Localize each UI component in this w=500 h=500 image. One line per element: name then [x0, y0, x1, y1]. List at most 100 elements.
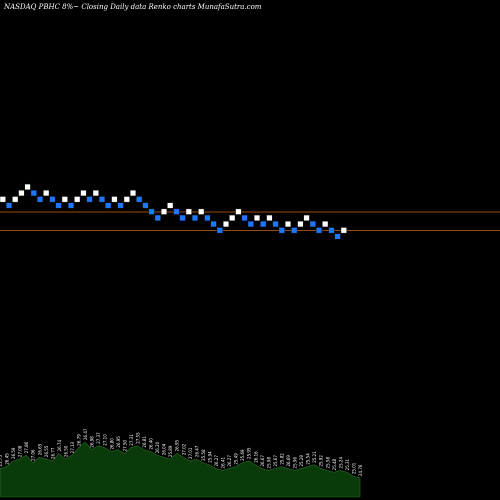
up-brick	[185, 208, 192, 215]
down-brick	[210, 221, 217, 228]
up-brick	[92, 190, 99, 197]
volume-label: 25.48	[332, 458, 337, 470]
volume-label: 27.37	[96, 432, 101, 444]
chart-title: NASDAQ PBHC 8%~ Closing Daily data Renko…	[3, 3, 262, 11]
down-brick	[5, 202, 12, 209]
up-brick	[160, 208, 167, 215]
volume-label: 26.69	[286, 455, 291, 467]
up-brick	[24, 183, 31, 190]
volume-label: 27.01	[188, 447, 193, 459]
volume-label: 25.01	[351, 462, 356, 474]
up-brick	[303, 214, 310, 221]
down-brick	[148, 208, 155, 215]
down-brick	[55, 202, 62, 209]
up-brick	[129, 190, 136, 197]
up-brick	[229, 214, 236, 221]
up-brick	[167, 202, 174, 209]
volume-area-path	[0, 441, 361, 498]
up-brick	[0, 196, 6, 203]
volume-label: 26.04	[162, 443, 167, 455]
volume-label: 25.28	[299, 455, 304, 467]
down-brick	[86, 196, 93, 203]
up-brick	[222, 221, 229, 228]
up-brick	[235, 208, 242, 215]
up-brick	[266, 214, 273, 221]
volume-label: 26.55	[44, 445, 49, 457]
down-brick	[309, 221, 316, 228]
down-brick	[291, 227, 298, 234]
volume-label: 27.13	[70, 441, 75, 453]
up-brick	[80, 190, 87, 197]
up-brick	[111, 196, 118, 203]
volume-label: 25.54	[306, 453, 311, 465]
volume-label: 26.77	[50, 447, 55, 459]
down-brick	[272, 221, 279, 228]
volume-label: 26.59	[11, 447, 16, 459]
up-brick	[322, 221, 329, 228]
volume-label: 26.27	[214, 455, 219, 467]
down-brick	[334, 233, 341, 240]
up-brick	[340, 227, 347, 234]
down-brick	[154, 214, 161, 221]
volume-label: 25.31	[345, 458, 350, 470]
up-brick	[12, 196, 19, 203]
volume-label: 26.80	[109, 438, 114, 450]
down-brick	[173, 208, 180, 215]
volume-label: 27.08	[18, 445, 23, 457]
up-brick	[253, 214, 260, 221]
volume-label: 26.79	[77, 434, 82, 446]
down-brick	[260, 221, 267, 228]
volume-label: 25.67	[273, 455, 278, 467]
down-brick	[247, 221, 254, 228]
down-brick	[179, 214, 186, 221]
volume-label: 26.47	[83, 428, 88, 440]
volume-label: 25.89	[168, 445, 173, 457]
volume-label: 25.21	[312, 451, 317, 463]
volume-label: 26.67	[260, 455, 265, 467]
volume-label: 26.16	[253, 451, 258, 463]
volume-label: 25.58	[201, 449, 206, 461]
volume-label: 24.76	[358, 464, 363, 476]
volume-label: 26.95	[116, 436, 121, 448]
volume-label: 26.74	[57, 439, 62, 451]
renko-bricks	[0, 183, 347, 240]
volume-label: 26.81	[142, 436, 147, 448]
up-brick	[285, 221, 292, 228]
volume-label: 26.50	[63, 445, 68, 457]
down-brick	[98, 196, 105, 203]
down-brick	[191, 214, 198, 221]
volume-label: 25.94	[207, 451, 212, 463]
volume-label: 25.96	[293, 457, 298, 469]
down-brick	[316, 227, 323, 234]
down-brick	[328, 227, 335, 234]
volume-label: 25.69	[240, 449, 245, 461]
down-brick	[204, 214, 211, 221]
volume-label: 27.06	[31, 449, 36, 461]
volume-label: 27.02	[181, 443, 186, 455]
volume-label: 25.98	[266, 457, 271, 469]
volume-label: 25.75	[0, 455, 3, 467]
volume-label: 25.24	[338, 457, 343, 469]
down-brick	[67, 202, 74, 209]
volume-label: 27.50	[122, 439, 127, 451]
volume-label: 26.45	[5, 453, 10, 465]
volume-label: 27.86	[24, 441, 29, 453]
volume-area	[0, 441, 361, 498]
reference-lines	[0, 211, 500, 232]
volume-label: 26.27	[227, 455, 232, 467]
up-brick	[18, 190, 25, 197]
volume-label: 25.92	[319, 455, 324, 467]
down-brick	[241, 214, 248, 221]
volume-label: 26.47	[194, 445, 199, 457]
up-brick	[74, 196, 81, 203]
down-brick	[136, 196, 143, 203]
down-brick	[117, 202, 124, 209]
volume-label: 27.55	[135, 432, 140, 444]
volume-label: 26.40	[149, 438, 154, 450]
volume-label: 26.20	[155, 441, 160, 453]
up-brick	[297, 221, 304, 228]
up-brick	[123, 196, 130, 203]
up-brick	[43, 190, 50, 197]
